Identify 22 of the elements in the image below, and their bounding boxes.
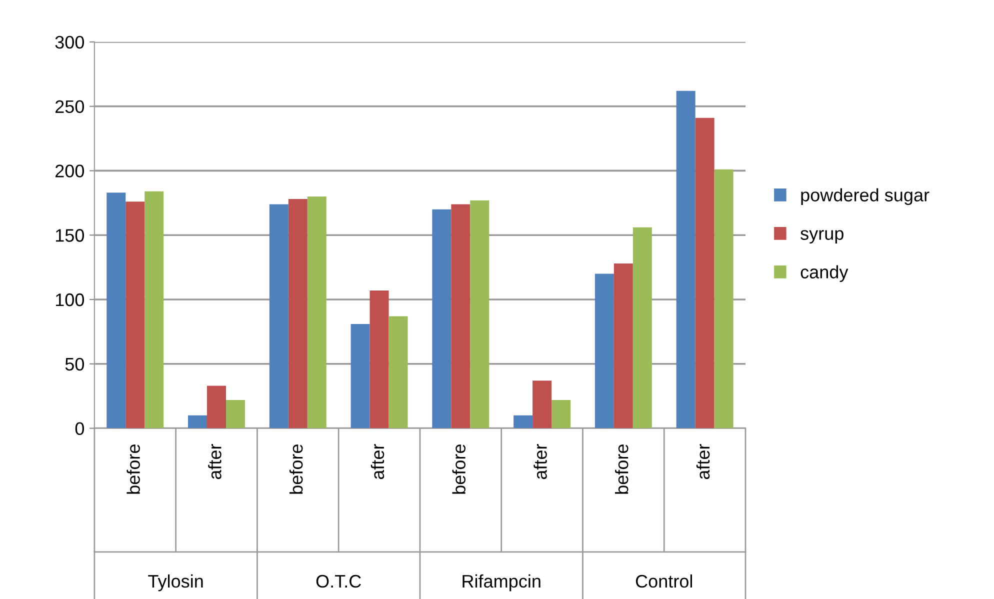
text: Rifampcin — [462, 574, 540, 592]
legend-label: powdered sugar — [801, 188, 930, 206]
legend-label: candy — [800, 265, 848, 282]
text: Control — [636, 574, 692, 588]
y-tick-label: 150 — [56, 229, 84, 242]
x-tick-label: before — [289, 444, 303, 494]
x-tick-label: before — [615, 444, 628, 494]
text: Tylosin — [148, 574, 203, 592]
x-tick-label: after — [696, 444, 710, 480]
y-tick-label: 50 — [65, 358, 84, 371]
x-tick-label: after — [370, 444, 384, 480]
y-tick-label: 0 — [75, 422, 84, 436]
x-tick-label: before — [126, 444, 140, 494]
legend-label: syrup — [800, 230, 844, 244]
text: O.T.C — [316, 574, 361, 588]
y-tick-label: 200 — [55, 164, 84, 178]
x-tick-label: after — [208, 444, 222, 480]
x-tick-label: before — [452, 444, 466, 494]
x-tick-label: after — [534, 444, 547, 480]
y-tick-label: 250 — [55, 100, 84, 114]
y-tick-label: 300 — [55, 36, 84, 49]
y-tick-label: 100 — [56, 293, 84, 306]
